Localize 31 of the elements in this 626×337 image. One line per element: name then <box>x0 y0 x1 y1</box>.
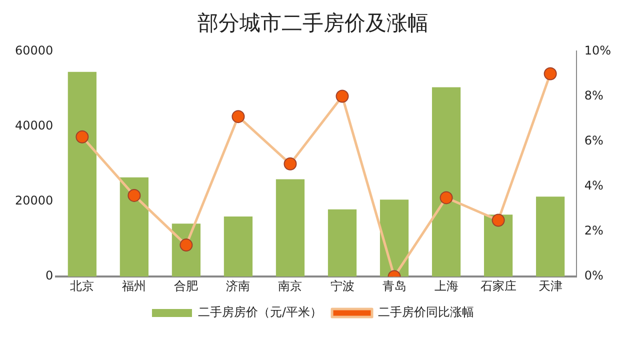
y2-tick-label: 10% <box>584 43 611 58</box>
x-tick-label: 石家庄 <box>480 278 516 293</box>
x-tick-label: 天津 <box>538 278 562 293</box>
y2-tick-label: 4% <box>584 178 604 193</box>
y-tick-label: 60000 <box>14 43 54 58</box>
y2-tick-label: 8% <box>584 88 604 102</box>
x-tick-label: 合肥 <box>174 278 198 293</box>
x-tick-label: 北京 <box>70 278 94 293</box>
legend-label: 二手房价同比涨幅 <box>378 305 474 320</box>
y-tick-label: 20000 <box>14 194 54 208</box>
y2-tick-label: 6% <box>584 133 604 148</box>
bar <box>432 87 461 277</box>
bar <box>68 72 96 277</box>
bar <box>484 214 513 277</box>
bar <box>276 179 305 277</box>
x-tick-label: 福州 <box>122 278 146 293</box>
bar <box>536 196 565 277</box>
x-tick-label: 青岛 <box>382 278 406 293</box>
y-tick-label: 40000 <box>14 118 54 132</box>
x-tick-label: 上海 <box>434 278 458 293</box>
chart-title: 部分城市二手房价及涨幅 <box>198 11 428 36</box>
x-tick-label: 济南 <box>226 278 250 293</box>
x-tick-label: 宁波 <box>330 278 354 293</box>
bar <box>120 177 148 277</box>
legend-label: 二手房房价（元/平米） <box>198 305 322 320</box>
y2-tick-label: 0% <box>584 268 604 283</box>
y2-tick-label: 2% <box>584 224 604 238</box>
bar <box>328 209 357 277</box>
x-tick-label: 南京 <box>278 278 302 293</box>
y-tick-label: 0 <box>46 268 54 283</box>
bar <box>224 216 253 277</box>
